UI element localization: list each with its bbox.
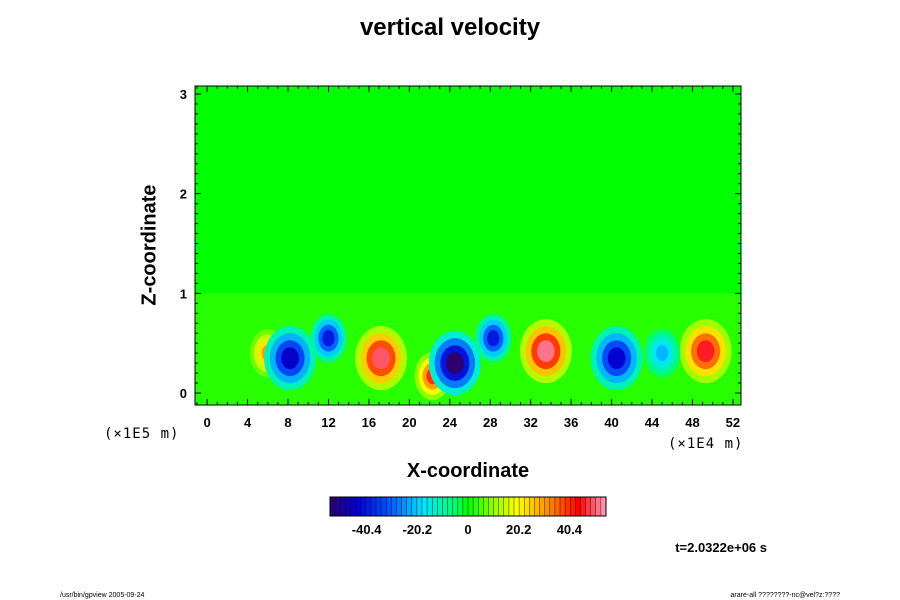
colorbar-segment: [437, 497, 443, 516]
plot-frame: [194, 85, 742, 406]
colorbar-segment: [427, 497, 433, 516]
colorbar-frame: [329, 496, 607, 517]
updraft-cell-0-level-3: [372, 347, 390, 370]
x-tick-label: 52: [726, 415, 740, 430]
colorbar-segment: [386, 497, 392, 516]
downdraft-cell-10-level-3: [656, 345, 669, 362]
x-tick-label: 48: [685, 415, 699, 430]
colorbar-segment: [534, 497, 540, 516]
downdraft-cell-9-level-3: [607, 347, 626, 370]
downdraft-cell-8-level-3: [487, 330, 500, 347]
colorbar-segment: [498, 497, 505, 516]
colorbar-segment: [544, 497, 551, 516]
colorbar-tick-label: 0: [464, 522, 471, 537]
x-tick-label: 28: [483, 415, 497, 430]
colorbar-segment: [422, 497, 428, 516]
y-axis-label: Z-coordinate: [138, 184, 161, 306]
colorbar-segment: [360, 497, 367, 516]
colorbar-segment: [473, 497, 479, 516]
x-tick-label: 4: [244, 415, 252, 430]
colorbar-tick-label: 20.2: [506, 522, 531, 537]
colorbar-segment: [585, 497, 591, 516]
x-unit-label: (×1E4 m): [668, 436, 744, 452]
colorbar-segment: [570, 497, 576, 516]
y-tick-label: 0: [180, 386, 187, 401]
colorbar-segment: [575, 497, 581, 516]
x-tick-label: 44: [645, 415, 660, 430]
x-tick-label: 16: [362, 415, 376, 430]
colorbar-segment: [529, 497, 535, 516]
colorbar-tick-label: -20.2: [402, 522, 432, 537]
x-tick-label: 24: [443, 415, 458, 430]
colorbar-segment: [600, 497, 607, 516]
colorbar-segment: [519, 497, 525, 516]
colorbar-segment: [370, 497, 377, 516]
colorbar-segment: [539, 497, 545, 516]
colorbar-segment: [493, 497, 499, 516]
colorbar-tick-label: -40.4: [352, 522, 382, 537]
y-tick-label: 3: [180, 87, 187, 102]
x-tick-label: 8: [284, 415, 291, 430]
colorbar-segment: [488, 497, 494, 516]
colorbar-segment: [416, 497, 423, 516]
y-tick-label: 2: [180, 187, 187, 202]
updraft-cell-2-level-3: [696, 340, 715, 363]
x-tick-label: 0: [204, 415, 211, 430]
field-features: [249, 314, 732, 401]
x-axis-label: X-coordinate: [406, 460, 530, 482]
colorbar-segment: [508, 497, 515, 516]
colorbar-segment: [396, 497, 402, 516]
colorbar-segment: [355, 497, 361, 516]
footer-right: arare-all ????????-nc@vel?z:????: [730, 592, 840, 599]
footer-left: /usr/bin/gpview 2005-09-24: [60, 592, 145, 599]
colorbar-segment: [452, 497, 459, 516]
downdraft-cell-6-level-3: [322, 330, 335, 347]
colorbar-tick-label: 40.4: [557, 522, 583, 537]
downdraft-cell-5-level-3: [281, 347, 299, 370]
colorbar-segment: [345, 497, 351, 516]
x-tick-label: 20: [402, 415, 416, 430]
colorbar-segment: [391, 497, 397, 516]
colorbar-segment: [401, 497, 407, 516]
colorbar-segment: [560, 497, 566, 516]
colorbar-segment: [457, 497, 464, 516]
colorbar-segment: [554, 497, 561, 516]
x-tick-label: 40: [604, 415, 618, 430]
updraft-cell-1-level-3: [537, 340, 555, 363]
colorbar-segment: [468, 497, 474, 516]
colorbar-segment: [478, 497, 484, 516]
x-tick-label: 32: [523, 415, 537, 430]
colorbar-segment: [330, 497, 336, 516]
colorbar-segment: [549, 497, 556, 516]
colorbar-segment: [503, 497, 510, 516]
colorbar-segment: [483, 497, 489, 516]
time-label: t=2.0322e+06 s: [675, 540, 767, 555]
colorbar-segment: [406, 497, 413, 516]
y-tick-label: 1: [180, 286, 187, 301]
colorbar-segment: [514, 497, 520, 516]
downdraft-cell-7-level-3: [446, 352, 464, 375]
colorbar-segment: [595, 497, 602, 516]
colorbar-segment: [376, 497, 382, 516]
colorbar-segment: [432, 497, 438, 516]
colorbar-segment: [442, 497, 448, 516]
x-tick-label: 36: [564, 415, 578, 430]
colorbar-segment: [580, 497, 586, 516]
colorbar-segment: [340, 497, 346, 516]
colorbar-segment: [447, 497, 453, 516]
colorbar-segment: [590, 497, 597, 516]
chart-title: vertical velocity: [359, 14, 541, 41]
colorbar-segment: [565, 497, 571, 516]
colorbar-segment: [350, 497, 356, 516]
colorbar-segment: [524, 497, 530, 516]
y-unit-label: (×1E5 m): [104, 426, 180, 442]
colorbar-segment: [381, 497, 387, 516]
colorbar-segment: [365, 497, 372, 516]
colorbar-segment: [335, 497, 341, 516]
x-tick-label: 12: [321, 415, 335, 430]
colorbar-segment: [462, 497, 469, 516]
colorbar-segment: [411, 497, 418, 516]
